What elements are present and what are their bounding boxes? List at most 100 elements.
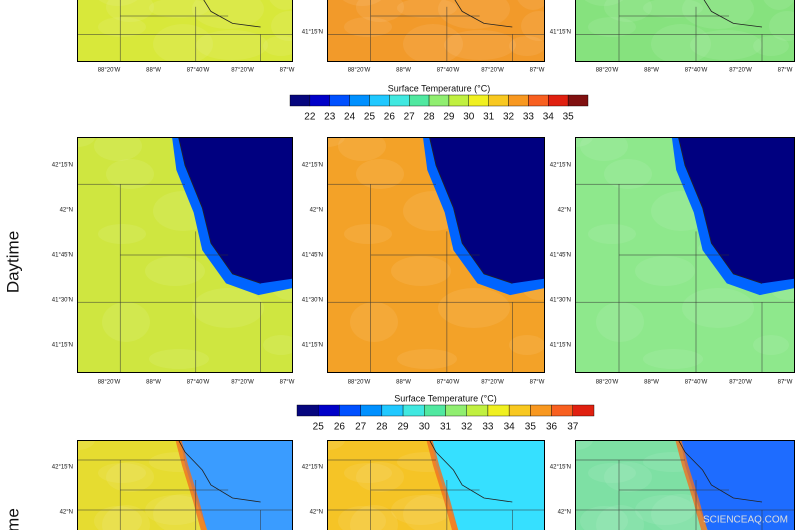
land: [327, 0, 545, 62]
shoreline: [454, 0, 513, 28]
land-patch: [397, 349, 457, 369]
colorbar-label: 25: [313, 422, 325, 433]
colorbar-box: [567, 94, 589, 107]
map-panel: [77, 0, 293, 62]
lat-label: 42°15'N: [550, 465, 571, 471]
land-patch: [635, 256, 695, 286]
colorbar-box: [424, 404, 446, 417]
map-panel: [575, 0, 795, 62]
panel-frame: [327, 137, 545, 373]
colorbar-box: [339, 404, 361, 417]
colorbar-box: [369, 94, 390, 107]
land-patch: [690, 30, 762, 60]
land: [77, 0, 293, 62]
colorbar-box: [389, 94, 410, 107]
shoreline: [429, 137, 513, 284]
lake: [680, 440, 795, 530]
colorbar-label: 35: [525, 422, 537, 433]
lon-label: 87°40'W: [685, 68, 708, 74]
colorbar-label: 33: [523, 112, 535, 123]
lat-label: 41°15'N: [302, 343, 323, 349]
land-patch: [438, 0, 510, 29]
land-patch: [604, 159, 652, 189]
lon-label: 87°40'W: [685, 380, 708, 386]
colorbar-box: [409, 94, 430, 107]
land-patch: [682, 0, 754, 29]
land-patch: [153, 24, 213, 62]
panel-frame: [327, 0, 545, 62]
map-panel: [77, 440, 293, 530]
land-patch: [588, 224, 636, 244]
lon-label: 88°W: [146, 380, 161, 386]
lat-label: 42°N: [310, 510, 323, 516]
land-patch: [753, 335, 789, 355]
land-patch: [192, 0, 264, 29]
land-patch: [604, 462, 652, 492]
lat-label: 41°15'N: [550, 343, 571, 349]
land-patch: [517, 0, 545, 10]
colorbar-label: 27: [404, 112, 416, 123]
land-patch: [596, 505, 644, 530]
land-patch: [580, 137, 628, 161]
lon-label: 87°40'W: [437, 380, 460, 386]
lat-label: 42°N: [310, 208, 323, 214]
colorbar-box: [530, 404, 552, 417]
colorbar-title: Surface Temperature (°C): [394, 393, 496, 403]
lake: [180, 440, 293, 530]
land-patch: [98, 17, 146, 37]
colorbar-label: 34: [543, 112, 555, 123]
lon-label: 87°20'W: [481, 68, 504, 74]
shoreline: [703, 0, 763, 28]
land-patch: [356, 159, 404, 189]
land-patch: [196, 30, 268, 60]
lon-label: 88°W: [396, 68, 411, 74]
shoreline: [178, 137, 261, 284]
land-patch: [403, 24, 463, 62]
lat-label: 41°15'N: [550, 30, 571, 36]
colorbar-label: 31: [483, 112, 495, 123]
lake: [678, 137, 795, 284]
lat-label: 42°N: [558, 208, 571, 214]
lat-label: 41°30'N: [550, 298, 571, 304]
map-panel: [327, 440, 545, 530]
land-patch: [580, 506, 628, 530]
lon-label: 88°20'W: [348, 68, 371, 74]
colorbar-label: 34: [504, 422, 516, 433]
land-patch: [438, 288, 510, 328]
panel-frame: [77, 0, 293, 62]
lon-label: 87°20'W: [481, 380, 504, 386]
land-patch: [77, 137, 95, 147]
colorbar-box: [445, 404, 467, 417]
land-patch: [106, 462, 154, 492]
colorbar-box: [488, 94, 509, 107]
colorbar-box: [349, 94, 370, 107]
colorbar-box: [318, 404, 340, 417]
land-patch: [344, 463, 392, 483]
colorbar-box: [448, 94, 469, 107]
land-patch: [682, 288, 754, 328]
land-patch: [588, 17, 636, 37]
colorbar-label: 33: [482, 422, 494, 433]
colorbar-label: 28: [376, 422, 388, 433]
shoreline: [203, 0, 261, 28]
land-patch: [338, 137, 386, 161]
land-patch: [342, 0, 382, 6]
colorbar-title: Surface Temperature (°C): [388, 83, 490, 93]
lon-label: 87°20'W: [231, 68, 254, 74]
row-label: Daytime: [3, 231, 22, 293]
colorbar-label: 32: [461, 422, 473, 433]
land-patch: [509, 335, 545, 355]
colorbar-label: 24: [344, 112, 356, 123]
panel-frame: [77, 440, 293, 530]
warm-coast: [675, 440, 708, 530]
lon-label: 87°W: [530, 380, 545, 386]
lon-label: 87°20'W: [729, 380, 752, 386]
panel-frame: [327, 440, 545, 530]
colorbar-box: [548, 94, 569, 107]
colorbar-box: [381, 404, 404, 417]
colorbar-label: 30: [463, 112, 475, 123]
land-patch: [327, 137, 345, 147]
colorbar-box: [289, 94, 311, 107]
shoreline: [429, 440, 513, 503]
shoreline: [678, 137, 763, 284]
